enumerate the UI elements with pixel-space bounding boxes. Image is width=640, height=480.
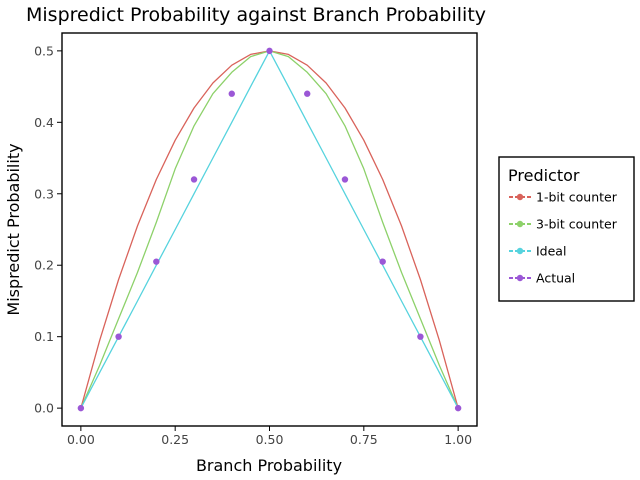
x-tick-label: 0.50 — [256, 432, 284, 447]
data-point-actual — [341, 176, 349, 183]
legend-item-3-bit-counter: 3-bit counter — [509, 217, 618, 232]
legend-item-ideal: Ideal — [509, 244, 566, 259]
data-point-actual — [266, 47, 273, 55]
y-axis-label: Mispredict Probability — [4, 143, 23, 315]
legend-label: 1-bit counter — [536, 190, 618, 205]
x-tick-label: 0.00 — [67, 432, 95, 447]
y-tick-label: 0.0 — [34, 401, 54, 416]
chart-title: Mispredict Probability against Branch Pr… — [26, 4, 486, 26]
axis-layer: 0.00 0.25 0.50 0.75 1.00 0.0 0.1 0.2 0.3 0.4 0.5 — [34, 43, 472, 447]
legend-title: Predictor — [508, 166, 580, 185]
x-axis-label: Branch Probability — [196, 456, 342, 475]
legend-item-actual: Actual — [509, 271, 575, 286]
data-point-actual — [379, 258, 386, 265]
legend: Predictor 1-bit counter 3-bit counter Idea… — [498, 156, 635, 302]
legend-label: 3-bit counter — [536, 217, 618, 232]
legend-label: Ideal — [536, 244, 566, 259]
legend-swatch-dot — [516, 247, 524, 255]
legend-swatch-dot — [516, 220, 524, 228]
series-layer — [77, 47, 462, 412]
x-tick-label: 0.25 — [161, 432, 189, 447]
legend-swatch-dot — [516, 193, 524, 201]
x-tick-label: 0.75 — [350, 432, 378, 447]
y-tick-label: 0.1 — [34, 329, 54, 344]
data-point-actual — [77, 404, 85, 412]
legend-entries: 1-bit counter 3-bit counter Ideal Actual — [509, 190, 618, 286]
legend-swatch-dot — [516, 274, 524, 282]
plot-frame — [61, 32, 478, 427]
y-tick-label: 0.3 — [34, 186, 54, 201]
legend-label: Actual — [536, 271, 575, 286]
y-tick-label: 0.4 — [34, 115, 54, 130]
data-point-actual — [417, 333, 424, 340]
data-point-actual — [228, 90, 235, 97]
y-tick-label: 0.2 — [34, 258, 54, 273]
data-point-actual — [115, 333, 122, 340]
data-point-actual — [304, 90, 311, 97]
data-point-actual — [190, 176, 198, 183]
legend-item-1-bit-counter: 1-bit counter — [509, 190, 618, 205]
x-tick-label: 1.00 — [444, 432, 472, 447]
data-point-actual — [454, 404, 462, 412]
y-tick-label: 0.5 — [34, 43, 54, 58]
data-point-actual — [153, 258, 160, 265]
